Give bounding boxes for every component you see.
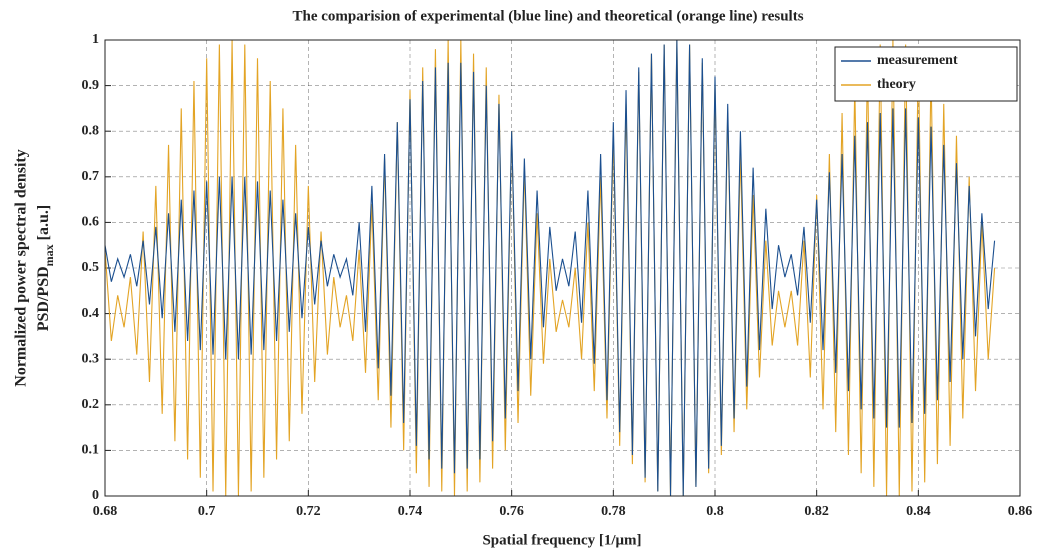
y-tick-label: 0.6: [82, 215, 100, 230]
x-tick-label: 0.76: [499, 504, 524, 519]
y-tick-label: 0.2: [82, 397, 100, 412]
x-tick-label: 0.8: [706, 504, 724, 519]
y-tick-label: 0.7: [82, 169, 100, 184]
y-tick-label: 0.8: [82, 123, 100, 138]
y-label-part: PSD/PSD: [35, 266, 52, 331]
data-line: [104, 39, 996, 497]
x-tick-label: 0.74: [398, 504, 423, 519]
x-tick-label: 0.72: [296, 504, 321, 519]
x-tick-label: 0.86: [1008, 504, 1033, 519]
y-tick-label: 1: [92, 32, 99, 47]
y-label-part: [a.u.]: [35, 205, 52, 245]
x-axis-label: Spatial frequency [1/μm]: [482, 532, 641, 548]
y-label-subscript: max: [42, 244, 56, 266]
y-tick-label: 0: [92, 488, 99, 503]
x-tick-label: 0.84: [906, 504, 931, 519]
legend-label: theory: [877, 77, 916, 92]
y-tick-label: 0.9: [82, 78, 100, 93]
legend-label: measurement: [877, 53, 958, 68]
plot-frame: [104, 39, 1021, 497]
y-tick-label: 0.4: [82, 306, 100, 321]
x-tick-label: 0.82: [804, 504, 829, 519]
y-axis-label-2: PSD/PSDmax [a.u.]: [35, 205, 56, 331]
legend-box: [834, 46, 1018, 102]
y-tick-label: 0.1: [82, 443, 100, 458]
data-line: [104, 39, 996, 497]
y-tick-label: 0.5: [82, 260, 100, 275]
y-axis-label: Normalized power spectral density: [13, 149, 30, 386]
chart-title: The comparision of experimental (blue li…: [292, 8, 803, 24]
x-tick-label: 0.78: [601, 504, 626, 519]
x-tick-label: 0.68: [93, 504, 118, 519]
x-tick-label: 0.7: [198, 504, 216, 519]
y-tick-label: 0.3: [82, 351, 100, 366]
